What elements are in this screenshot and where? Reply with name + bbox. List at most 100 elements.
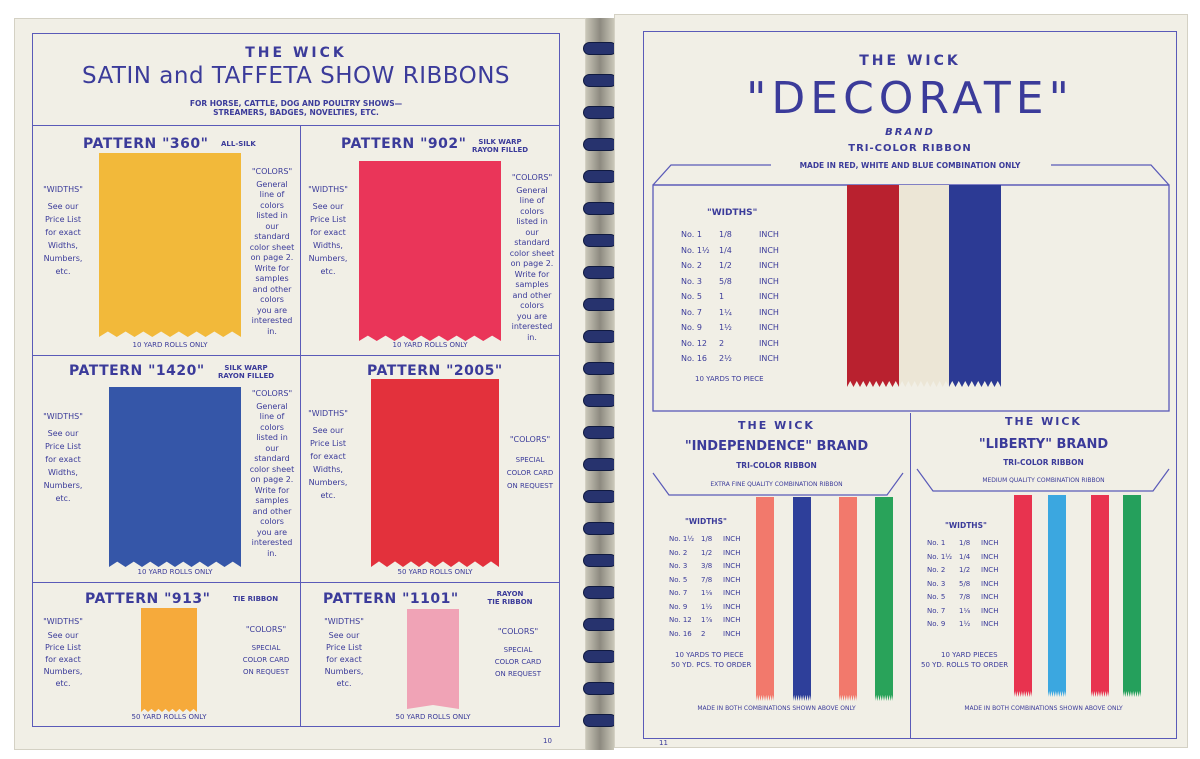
pattern-1420-note: SILK WARP RAYON FILLED <box>217 364 275 380</box>
decorate-width-row: No. 3 5/8 INCH <box>681 276 779 286</box>
pattern-913-widths: "WIDTHS" See our Price List for exact Nu… <box>43 617 83 688</box>
decorate-widths-table: No. 1 1/8 INCH No. 1½ 1/4 INCH No. 2 1/2 INCH … <box>681 227 779 367</box>
liberty-width-row: No. 5 7/8 INCH <box>927 593 999 601</box>
right-page-number: 11 <box>659 739 668 747</box>
pattern-902-rolls: 10 YARD ROLLS ONLY <box>392 341 468 349</box>
decorate-widths-label: "WIDTHS" <box>707 208 758 218</box>
pattern-913-note: TIE RIBBON <box>233 595 279 603</box>
pattern-913-title: PATTERN "913" <box>85 591 211 607</box>
liberty-note: MEDIUM QUALITY COMBINATION RIBBON <box>982 477 1105 484</box>
pattern-1420-widths: "WIDTHS" See our Price List for exact Wi… <box>43 412 83 503</box>
decorate-width-row: No. 7 1¼ INCH <box>681 307 779 317</box>
decorate-pieces: 10 YARDS TO PIECE <box>695 375 764 383</box>
liberty-width-row: No. 3 5/8 INCH <box>927 579 999 588</box>
independence-widths-label: "WIDTHS" <box>685 517 727 526</box>
spine <box>586 18 614 750</box>
liberty-width-row: No. 1½ 1/4 INCH <box>927 552 999 561</box>
pattern-902-colors: "COLORS" General line of colors listed i… <box>509 173 555 342</box>
independence-brand: THE WICK <box>738 419 815 432</box>
spiral-ring <box>583 42 617 55</box>
pattern-360-title: PATTERN "360" <box>83 136 209 152</box>
grid-line <box>910 413 911 739</box>
left-subtitle-2: STREAMERS, BADGES, NOVELTIES, ETC. <box>213 108 379 117</box>
pattern-913-swatch <box>141 608 197 712</box>
decorate-type: TRI-COLOR RIBBON <box>848 143 972 154</box>
pattern-360-widths: "WIDTHS" See our Price List for exact Wi… <box>43 185 83 276</box>
liberty-width-row: No. 9 1½ INCH <box>927 620 999 628</box>
spiral-ring <box>583 106 617 119</box>
independence-rolls: 50 YD. PCS. TO ORDER <box>671 661 752 669</box>
spiral-ring <box>583 682 617 695</box>
independence-ribbon-3 <box>839 497 857 701</box>
pattern-902-title: PATTERN "902" <box>341 136 467 152</box>
independence-widths-table: No. 1½ 1/8 INCH No. 2 1/2 INCH No. 3 3/8 INCH … <box>669 533 740 641</box>
pattern-2005-widths: "WIDTHS" See our Price List for exact Wi… <box>308 409 348 500</box>
pattern-1420-swatch <box>109 387 241 567</box>
left-page-number: 10 <box>543 737 552 745</box>
liberty-type: TRI-COLOR RIBBON <box>1003 458 1084 467</box>
spiral-ring <box>583 298 617 311</box>
spiral-ring <box>583 330 617 343</box>
independence-ribbon-4 <box>875 497 893 701</box>
spiral-ring <box>583 362 617 375</box>
liberty-ribbon-1 <box>1014 495 1032 697</box>
independence-width-row: No. 5 7/8 INCH <box>669 575 741 584</box>
pattern-1420-title: PATTERN "1420" <box>69 363 205 379</box>
spiral-ring <box>583 554 617 567</box>
grid-line <box>32 582 560 583</box>
decorate-title: "DECORATE" <box>746 73 1074 124</box>
decorate-width-row: No. 1 1/8 INCH <box>681 230 779 239</box>
pattern-1101-rolls: 50 YARD ROLLS ONLY <box>395 713 471 721</box>
liberty-rolls: 50 YD. ROLLS TO ORDER <box>921 661 1009 669</box>
independence-width-row: No. 12 1⅞ INCH <box>669 616 741 624</box>
independence-ribbon-2 <box>793 497 811 701</box>
pattern-2005-colors: "COLORS" SPECIAL COLOR CARD ON REQUEST <box>506 435 554 490</box>
independence-width-row: No. 3 3/8 INCH <box>669 562 741 570</box>
liberty-widths-table: No. 1 1/8 INCH No. 1½ 1/4 INCH No. 2 1/2 INCH … <box>927 537 998 632</box>
grid-line <box>300 125 301 727</box>
pattern-913-colors: "COLORS" SPECIAL COLOR CARD ON REQUEST <box>242 625 290 676</box>
pattern-902-note: SILK WARP RAYON FILLED <box>471 138 529 154</box>
grid-line <box>32 355 560 356</box>
independence-width-row: No. 16 2 INCH <box>669 629 741 638</box>
left-subtitle-1: FOR HORSE, CATTLE, DOG AND POULTRY SHOWS… <box>189 99 403 108</box>
pattern-1101-note: RAYON TIE RIBBON <box>487 590 533 606</box>
spiral-ring <box>583 426 617 439</box>
decorate-width-row: No. 2 1/2 INCH <box>681 261 779 270</box>
independence-footer: MADE IN BOTH COMBINATIONS SHOWN ABOVE ON… <box>697 705 856 712</box>
left-brand: THE WICK <box>245 45 347 61</box>
spiral-ring <box>583 458 617 471</box>
independence-type: TRI-COLOR RIBBON <box>736 461 817 470</box>
liberty-title: "LIBERTY" BRAND <box>978 437 1109 452</box>
pattern-2005-swatch <box>371 379 499 567</box>
liberty-footer: MADE IN BOTH COMBINATIONS SHOWN ABOVE ON… <box>964 705 1123 712</box>
liberty-width-row: No. 1 1/8 INCH <box>927 539 999 547</box>
decorate-brand: THE WICK <box>859 53 961 69</box>
pattern-1101-widths: "WIDTHS" See our Price List for exact Nu… <box>324 617 364 688</box>
spiral-ring <box>583 618 617 631</box>
independence-width-row: No. 9 1½ INCH <box>669 602 741 611</box>
left-title: SATIN and TAFFETA SHOW RIBBONS <box>81 63 511 89</box>
decorate-width-row: No. 5 1 INCH <box>681 292 779 301</box>
decorate-note: MADE IN RED, WHITE AND BLUE COMBINATION … <box>799 161 1021 170</box>
decorate-width-row: No. 9 1½ INCH <box>681 323 779 332</box>
pattern-360-swatch <box>99 153 241 337</box>
pattern-2005-title: PATTERN "2005" <box>367 363 503 379</box>
left-page: THE WICK SATIN and TAFFETA SHOW RIBBONS … <box>14 18 586 750</box>
spiral-ring <box>583 138 617 151</box>
independence-note: EXTRA FINE QUALITY COMBINATION RIBBON <box>710 481 843 488</box>
liberty-ribbon-3 <box>1091 495 1109 697</box>
independence-title: "INDEPENDENCE" BRAND <box>684 439 869 454</box>
spiral-ring <box>583 490 617 503</box>
pattern-902-widths: "WIDTHS" See our Price List for exact Wi… <box>308 185 348 276</box>
spiral-ring <box>583 74 617 87</box>
spiral-ring <box>583 170 617 183</box>
pattern-902-swatch <box>359 161 501 341</box>
decorate-width-row: No. 16 2½ INCH <box>681 354 779 363</box>
pattern-1420-colors: "COLORS" General line of colors listed i… <box>249 389 295 558</box>
liberty-ribbon-4 <box>1123 495 1141 697</box>
pattern-913-rolls: 50 YARD ROLLS ONLY <box>131 713 207 721</box>
decorate-ribbon-white <box>899 185 949 387</box>
independence-note-box <box>652 472 904 496</box>
spiral-ring <box>583 266 617 279</box>
